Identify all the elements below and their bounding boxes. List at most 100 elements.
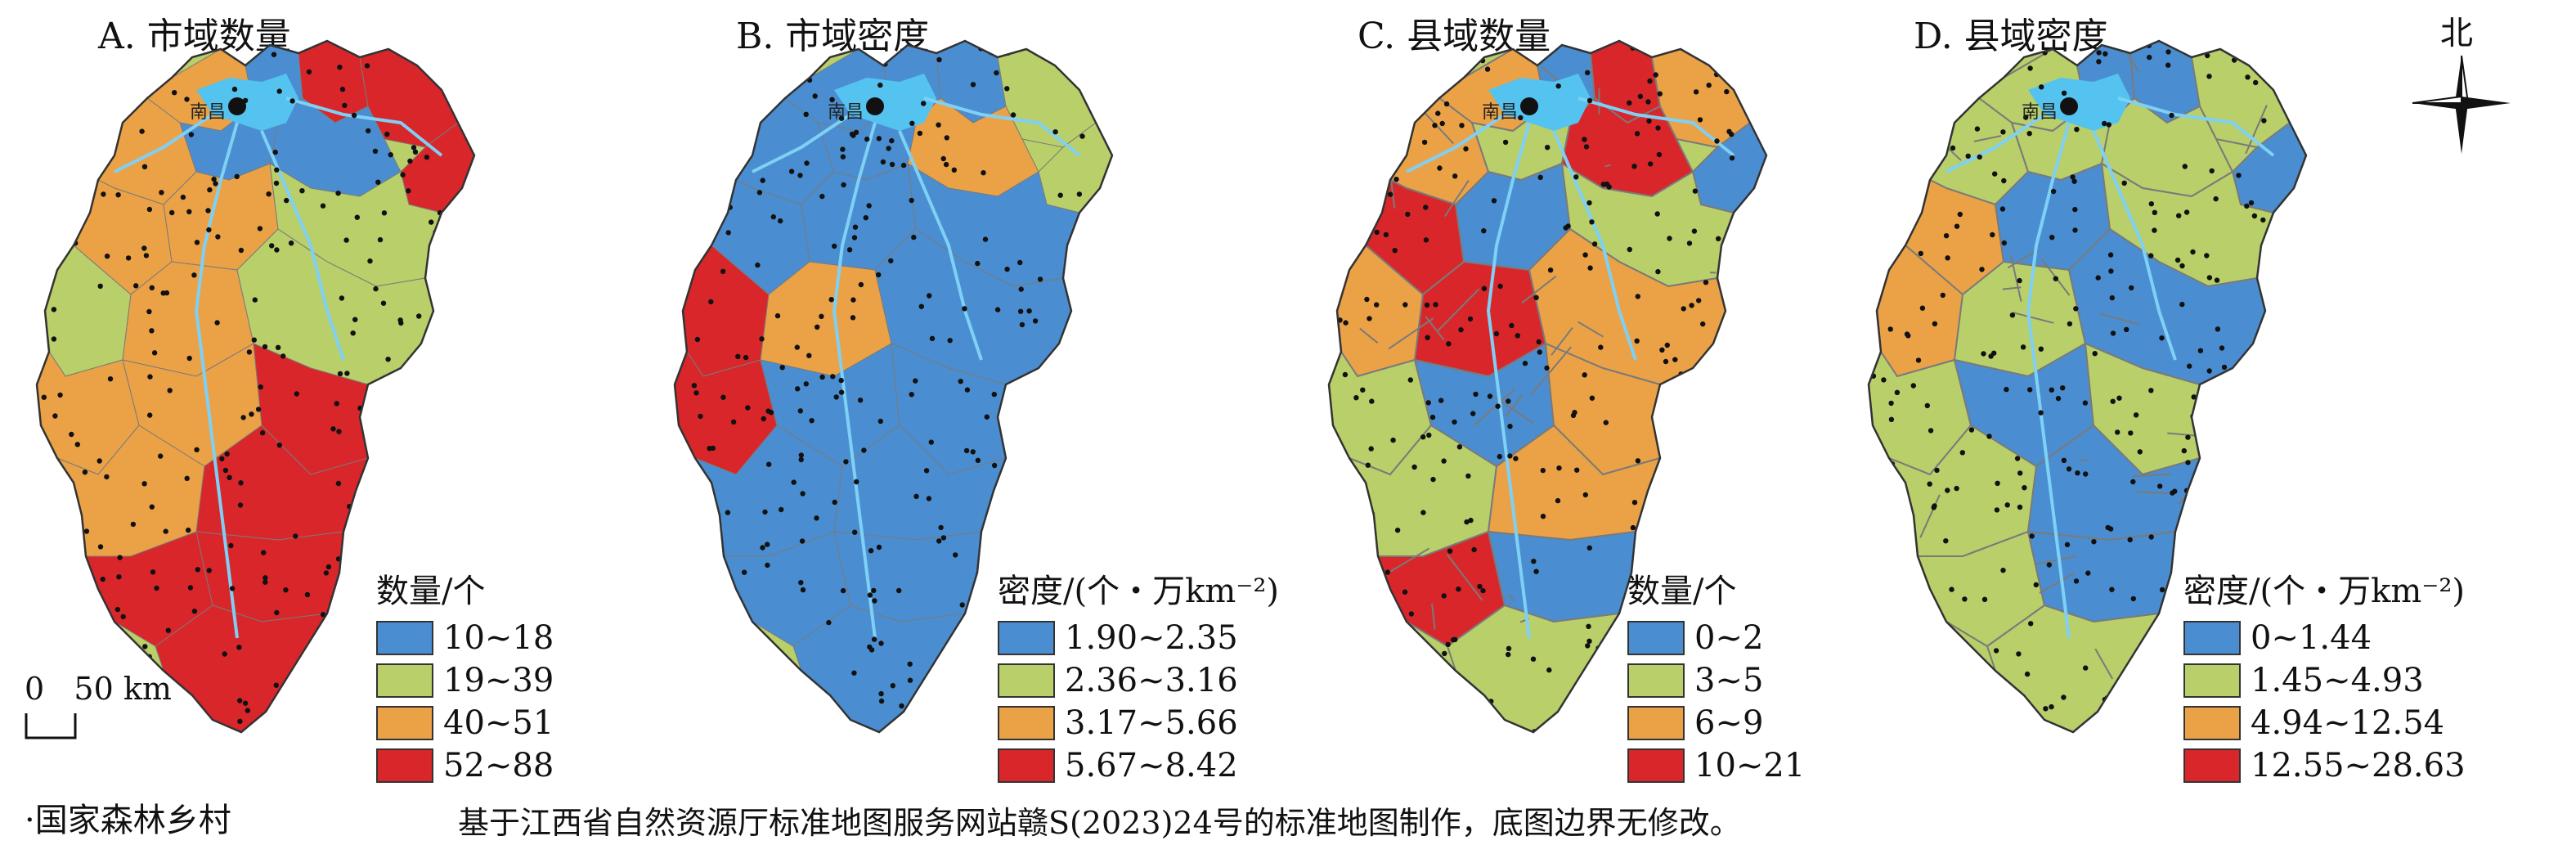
- village-point: [1545, 145, 1551, 151]
- village-point: [1701, 441, 1707, 447]
- legend-title: 数量/个: [376, 573, 486, 610]
- village-point: [2050, 188, 2057, 195]
- village-point: [1435, 110, 1441, 116]
- village-point: [1627, 100, 1632, 106]
- village-point: [1456, 587, 1461, 592]
- north-arrow: 北: [2404, 7, 2519, 170]
- village-point: [1668, 434, 1674, 440]
- village-point: [1349, 580, 1354, 586]
- village-point: [214, 320, 220, 326]
- village-point: [100, 623, 106, 628]
- village-point: [38, 267, 44, 273]
- village-point: [798, 580, 804, 586]
- village-point: [354, 214, 360, 220]
- village-point: [1910, 202, 1916, 208]
- village-point: [1615, 627, 1621, 632]
- village-point: [1407, 74, 1414, 79]
- village-point: [1369, 398, 1375, 404]
- village-point: [1100, 461, 1106, 467]
- village-point: [1344, 262, 1350, 268]
- county-boundary: [1473, 388, 1516, 427]
- village-point: [411, 145, 417, 151]
- village-point: [1094, 451, 1100, 457]
- village-point: [186, 355, 192, 362]
- village-point: [344, 371, 350, 376]
- county-boundary: [1521, 275, 1557, 304]
- village-point: [1910, 383, 1916, 389]
- village-point: [970, 82, 976, 88]
- village-point: [1915, 357, 1922, 363]
- village-point: [2027, 65, 2033, 71]
- village-point: [899, 703, 904, 709]
- village-point: [73, 564, 79, 570]
- village-point: [2251, 514, 2257, 519]
- village-point: [1968, 427, 1975, 433]
- legend-a: 数量/个 10~18 19~39 40~51 52~88: [376, 564, 554, 787]
- village-point: [2009, 312, 2016, 318]
- village-point: [1513, 456, 1519, 461]
- village-point: [229, 586, 236, 591]
- village-point: [1945, 255, 1950, 261]
- village-point: [2105, 524, 2111, 531]
- village-point: [745, 405, 751, 411]
- village-point: [351, 112, 357, 119]
- village-point: [438, 63, 444, 70]
- village-point: [1502, 139, 1509, 146]
- legend-label: 19~39: [443, 662, 554, 699]
- village-point: [698, 413, 703, 420]
- village-point: [1394, 43, 1400, 49]
- legend-title: 密度/(个・万km⁻²): [998, 573, 1280, 610]
- village-point: [1452, 173, 1458, 179]
- village-point: [255, 407, 262, 412]
- village-point: [384, 546, 389, 552]
- village-point: [871, 587, 877, 594]
- village-point: [2049, 703, 2054, 710]
- village-point: [335, 480, 342, 487]
- village-point: [819, 374, 825, 380]
- village-point: [343, 237, 349, 243]
- county-boundary: [1402, 667, 1409, 694]
- village-point: [684, 160, 690, 165]
- village-point: [2072, 227, 2078, 233]
- village-point: [1540, 514, 1546, 519]
- village-point: [258, 384, 263, 390]
- village-point: [929, 335, 936, 341]
- village-point: [443, 58, 450, 65]
- village-point: [1359, 208, 1365, 214]
- village-point: [876, 136, 882, 142]
- village-point: [342, 102, 348, 109]
- village-point: [337, 371, 343, 377]
- swatch-orange: [1627, 706, 1685, 740]
- village-point: [381, 210, 388, 216]
- village-point: [2158, 649, 2164, 655]
- village-point: [2251, 487, 2258, 493]
- village-point: [236, 645, 242, 650]
- village-point: [1579, 707, 1585, 712]
- village-point: [1904, 331, 1910, 337]
- village-point: [1042, 403, 1048, 409]
- village-point: [1017, 259, 1023, 266]
- village-point: [850, 133, 856, 138]
- village-point: [1361, 106, 1367, 111]
- village-point: [725, 230, 731, 236]
- village-point: [1020, 438, 1025, 445]
- village-point: [867, 592, 873, 598]
- village-point: [211, 176, 217, 182]
- village-point: [2038, 346, 2044, 352]
- village-point: [1075, 234, 1080, 240]
- village-point: [168, 66, 173, 72]
- village-point: [1430, 46, 1437, 52]
- village-point: [95, 610, 101, 617]
- village-point: [276, 443, 282, 448]
- river: [752, 113, 852, 173]
- village-point: [411, 414, 417, 420]
- village-point: [280, 353, 286, 359]
- village-point: [741, 137, 747, 143]
- village-point: [871, 636, 877, 642]
- village-point: [167, 388, 173, 393]
- village-point: [1703, 470, 1708, 476]
- county-boundary: [2080, 459, 2089, 462]
- village-point: [1458, 327, 1464, 333]
- village-point: [909, 120, 915, 126]
- village-point: [195, 567, 200, 573]
